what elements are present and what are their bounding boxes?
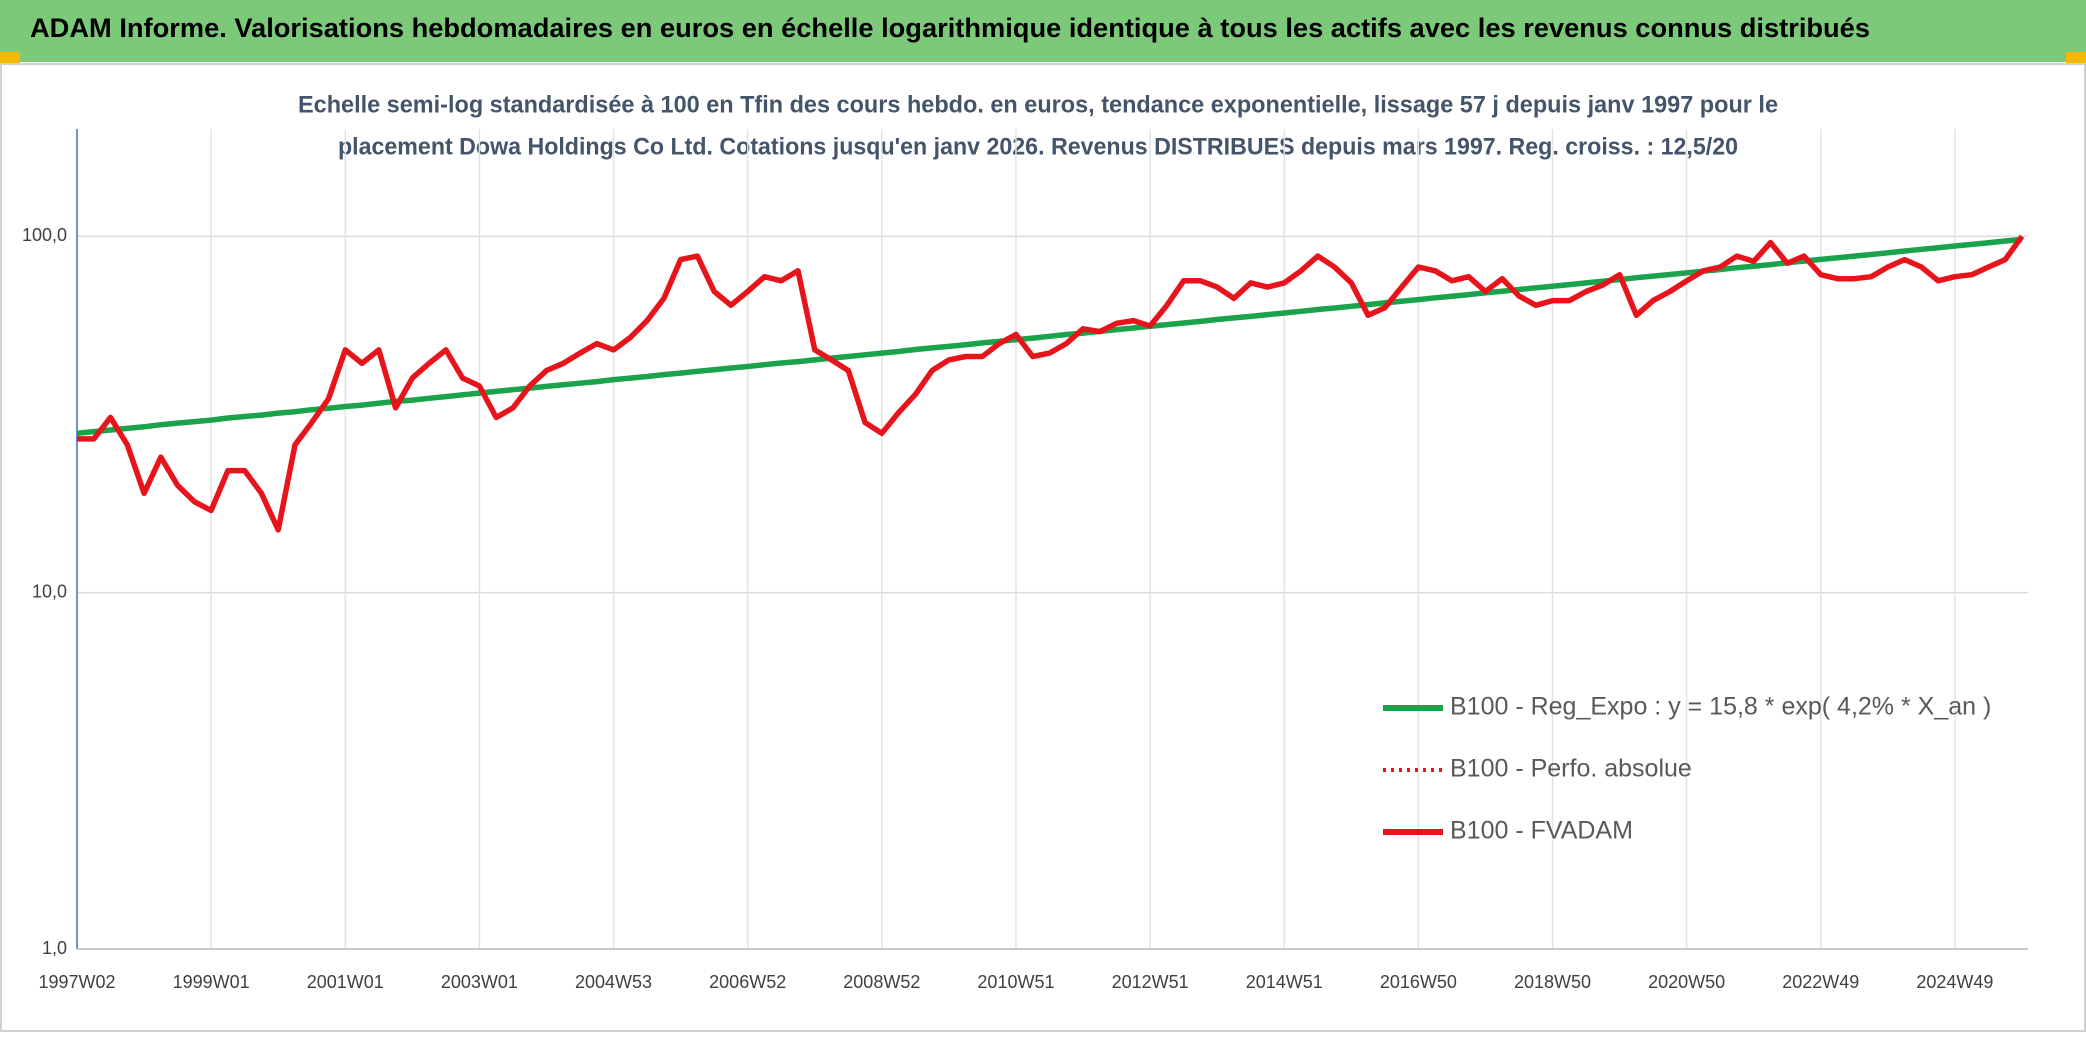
corner	[2066, 52, 2086, 64]
x-tick-label: 2022W49	[1782, 972, 1859, 992]
y-tick-label: 10,0	[32, 581, 67, 601]
corner	[0, 52, 20, 64]
x-tick-label: 2012W51	[1112, 972, 1189, 992]
x-tick-label: 2020W50	[1648, 972, 1725, 992]
x-tick-label: 2010W51	[977, 972, 1054, 992]
x-tick-label: 2008W52	[843, 972, 920, 992]
frame	[0, 63, 2086, 1032]
x-tick-label: 2003W01	[441, 972, 518, 992]
legend-label: B100 - Perfo. absolue	[1450, 755, 1692, 783]
x-tick-label: 2006W52	[709, 972, 786, 992]
series-line	[76, 236, 2023, 437]
x-tick-label: 1997W02	[38, 972, 115, 992]
chart-subtitle: placement Dowa Holdings Co Ltd. Cotation…	[338, 133, 1738, 160]
x-tick-label: 2024W49	[1916, 972, 1993, 992]
y-tick-label: 1,0	[42, 938, 67, 958]
x-tick-label: 2016W50	[1380, 972, 1457, 992]
legend-label: B100 - FVADAM	[1450, 817, 1633, 845]
x-tick-label: 2001W01	[307, 972, 384, 992]
series-line	[77, 234, 2025, 533]
x-tick-label: 2014W51	[1246, 972, 1323, 992]
y-tick-label: 100,0	[22, 225, 67, 245]
x-tick-label: 1999W01	[173, 972, 250, 992]
legend-label: B100 - Reg_Expo : y = 15,8 * exp( 4,2% *…	[1450, 693, 1991, 721]
x-tick-label: 2004W53	[575, 972, 652, 992]
header-band	[0, 0, 2086, 62]
x-tick-label: 2018W50	[1514, 972, 1591, 992]
chart-title: ADAM Informe. Valorisations hebdomadaire…	[30, 13, 1870, 43]
chart-subtitle: Echelle semi-log standardisée à 100 en T…	[298, 91, 1778, 118]
